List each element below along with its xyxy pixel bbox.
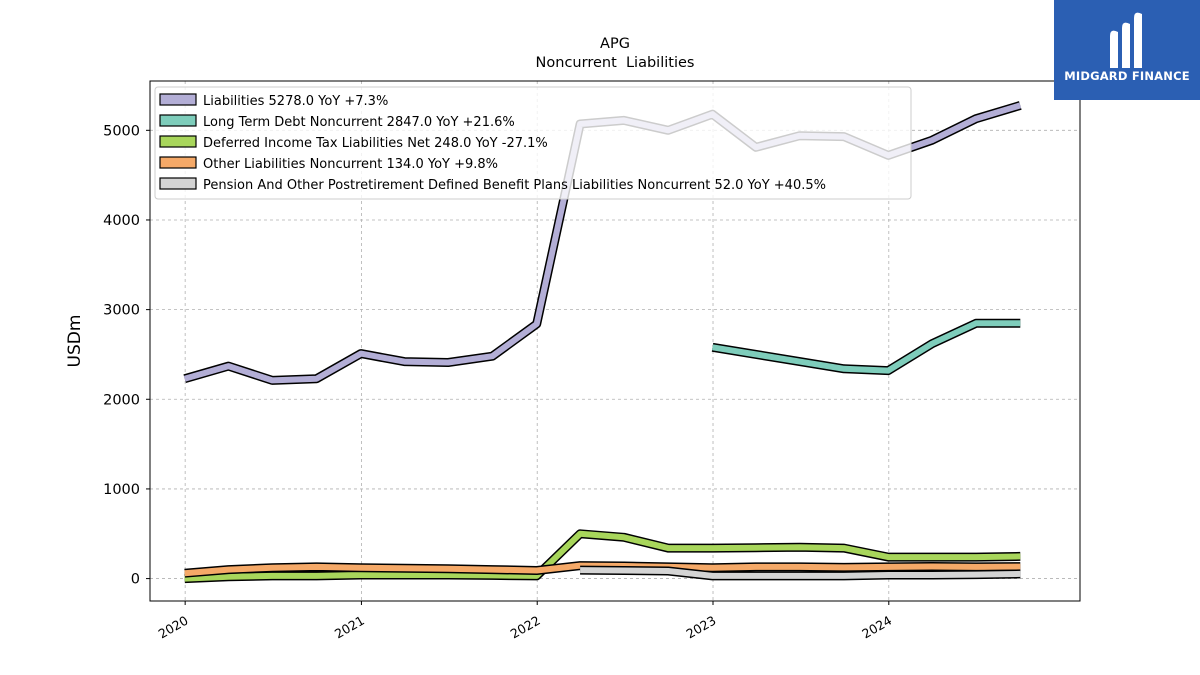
legend-swatch — [159, 177, 197, 190]
x-tick-label: 2023 — [683, 613, 718, 642]
chart-title: APG — [600, 36, 630, 52]
legend-entry: Liabilities 5278.0 YoY +7.3% — [203, 94, 388, 109]
plot-area-frame — [149, 80, 1081, 602]
series-stroke — [712, 320, 1021, 374]
logo-text: MIDGARD FINANCE — [1064, 69, 1190, 83]
legend-swatch — [159, 135, 197, 148]
x-tick-label: 2020 — [156, 613, 191, 642]
y-tick-label: 5000 — [103, 123, 140, 139]
legend-box — [154, 86, 912, 200]
series-line-5 — [580, 565, 1021, 581]
legend-swatch — [159, 93, 197, 106]
x-tick-label: 2021 — [332, 613, 367, 642]
series-stroke — [580, 567, 1021, 579]
logo-mark-icon — [1110, 12, 1142, 69]
legend-entry: Deferred Income Tax Liabilities Net 248.… — [203, 136, 548, 151]
brand-logo: MIDGARD FINANCE — [1054, 0, 1200, 100]
legend-entry: Other Liabilities Noncurrent 134.0 YoY +… — [203, 157, 498, 172]
legend: Liabilities 5278.0 YoY +7.3% Long Term De… — [154, 86, 912, 200]
y-tick-label: 0 — [131, 572, 140, 588]
legend-entry: Pension And Other Postretirement Defined… — [203, 178, 826, 193]
x-tick-label: 2024 — [859, 613, 894, 642]
series-line-3 — [184, 529, 1021, 584]
legend-swatch — [159, 114, 197, 127]
series-stroke — [184, 530, 1021, 582]
legend-swatch — [159, 156, 197, 169]
y-tick-label: 1000 — [103, 482, 140, 498]
legend-entry: Long Term Debt Noncurrent 2847.0 YoY +21… — [203, 115, 515, 130]
chart-subtitle: Noncurrent Liabilities — [536, 55, 695, 71]
x-tick-label: 2022 — [508, 613, 543, 642]
y-tick-label: 4000 — [103, 213, 140, 229]
series-line-2 — [711, 318, 1021, 376]
y-tick-label: 2000 — [103, 392, 140, 408]
y-tick-label: 3000 — [103, 303, 140, 319]
series-outline — [711, 318, 1021, 376]
y-axis-label: USDm — [65, 315, 85, 368]
